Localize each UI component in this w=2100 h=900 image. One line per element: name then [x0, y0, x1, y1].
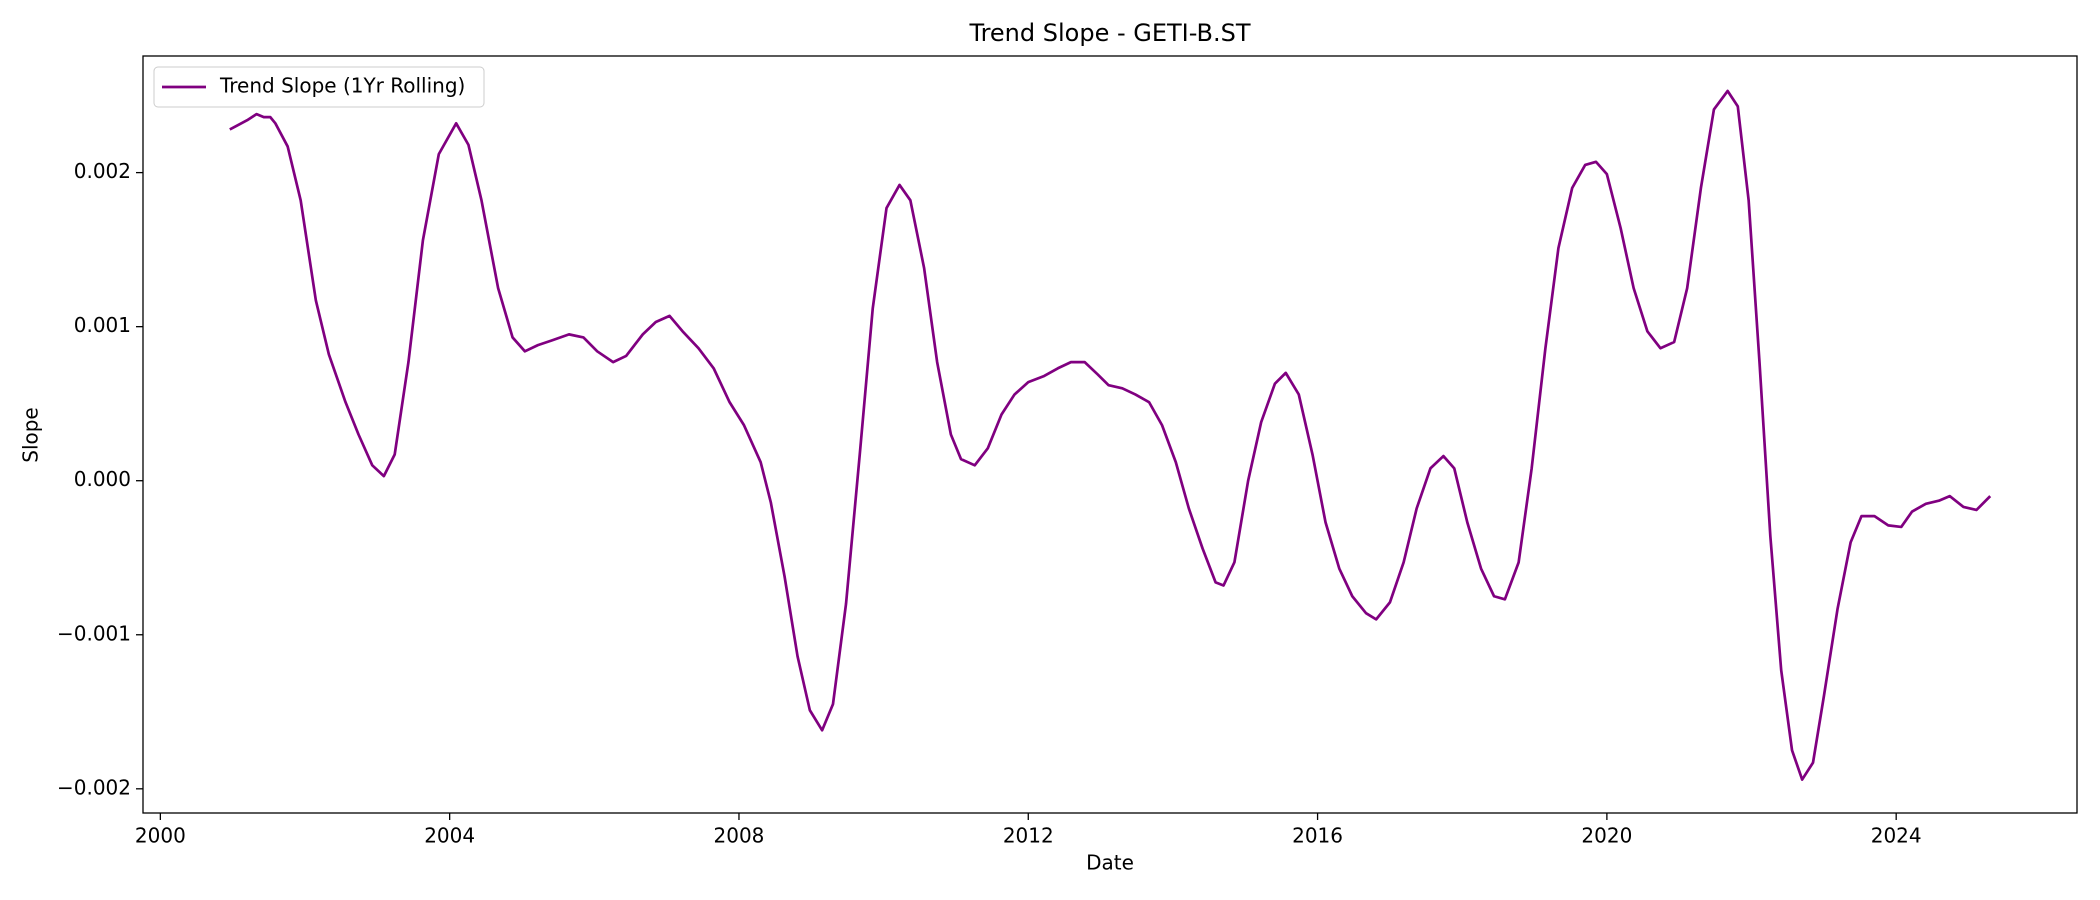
- legend-label: Trend Slope (1Yr Rolling): [219, 74, 465, 98]
- x-tick-label: 2016: [1292, 824, 1343, 848]
- y-tick-label: −0.002: [57, 775, 131, 799]
- chart-title: Trend Slope - GETI-B.ST: [968, 19, 1250, 47]
- data-line: [229, 89, 1992, 781]
- x-tick-label: 2024: [1871, 824, 1922, 848]
- legend-box: [153, 66, 485, 108]
- plot-frame: [142, 55, 2078, 814]
- x-axis-label: Date: [1086, 851, 1134, 875]
- y-tick-label: −0.001: [57, 621, 131, 645]
- y-axis-label: Slope: [19, 407, 43, 463]
- x-tick-label: 2000: [135, 824, 186, 848]
- x-tick-label: 2020: [1581, 824, 1632, 848]
- y-tick-label: 0.002: [74, 159, 131, 183]
- x-tick-label: 2012: [1003, 824, 1054, 848]
- y-tick-label: 0.001: [74, 313, 131, 337]
- x-tick-label: 2008: [714, 824, 765, 848]
- y-tick-label: 0.000: [74, 467, 131, 491]
- x-tick-label: 2004: [424, 824, 475, 848]
